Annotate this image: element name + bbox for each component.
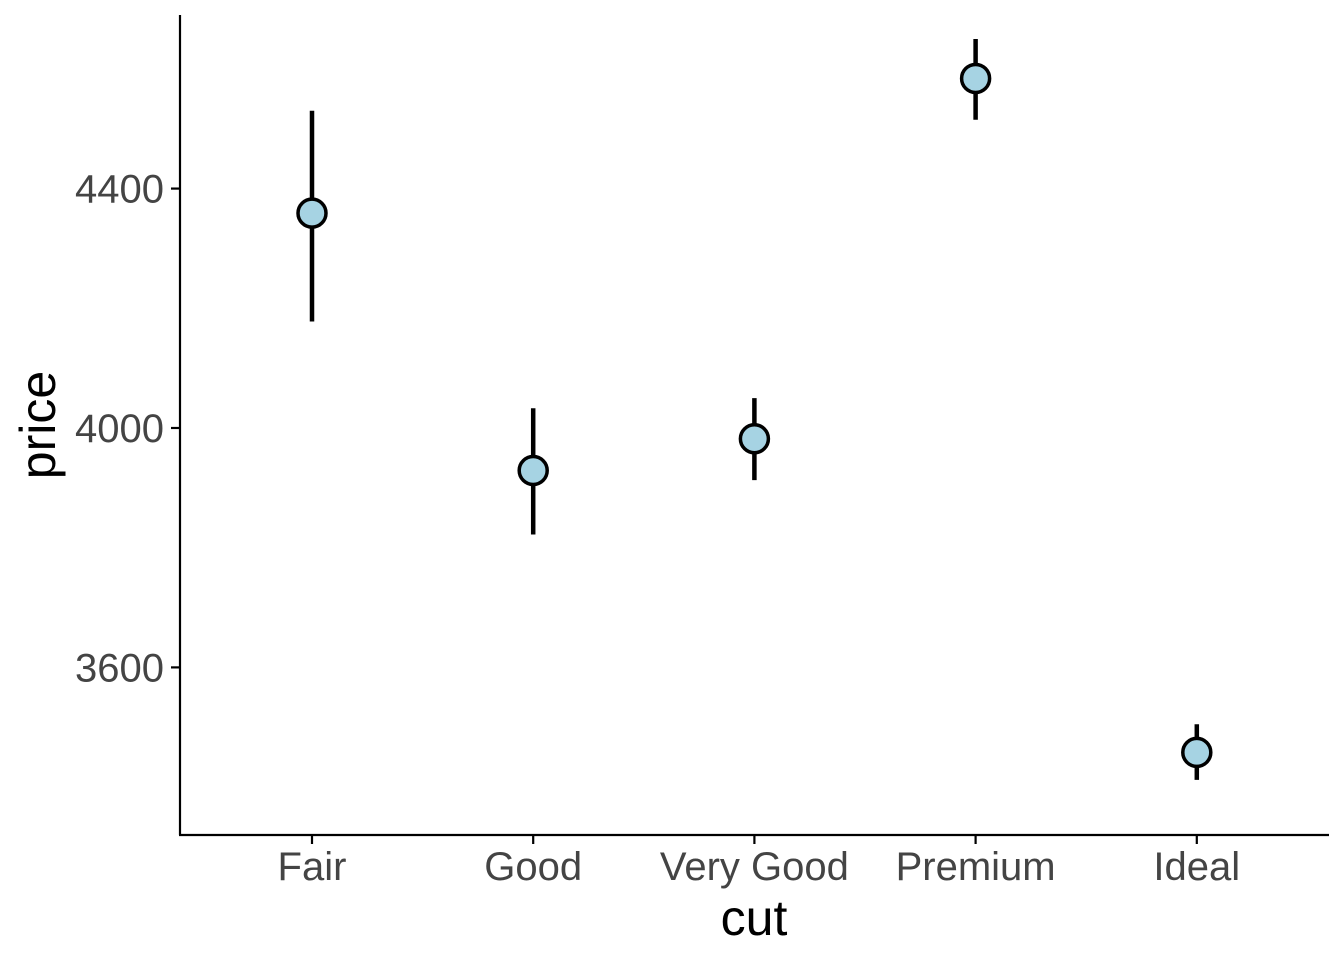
- data-point: [959, 62, 992, 95]
- x-axis-ticks: Fair Good Very Good Premium Ideal: [278, 835, 1240, 889]
- data-point: [296, 197, 328, 229]
- x-axis-title: cut: [721, 890, 788, 946]
- x-tick-label: Fair: [278, 845, 347, 889]
- y-tick-label: 4000: [75, 407, 164, 451]
- data-point: [738, 423, 771, 455]
- y-tick-label: 4400: [75, 168, 164, 212]
- y-axis-ticks: 3600 4000 4400: [75, 168, 180, 690]
- y-tick-label: 3600: [75, 646, 164, 690]
- x-tick-label: Very Good: [660, 845, 849, 889]
- data-point: [1181, 736, 1213, 769]
- x-tick-label: Good: [484, 845, 582, 889]
- data-point: [517, 454, 549, 487]
- x-tick-label: Ideal: [1153, 845, 1240, 889]
- x-tick-label: Premium: [896, 845, 1056, 889]
- y-axis-title: price: [10, 371, 66, 479]
- data-marks: [296, 38, 1213, 780]
